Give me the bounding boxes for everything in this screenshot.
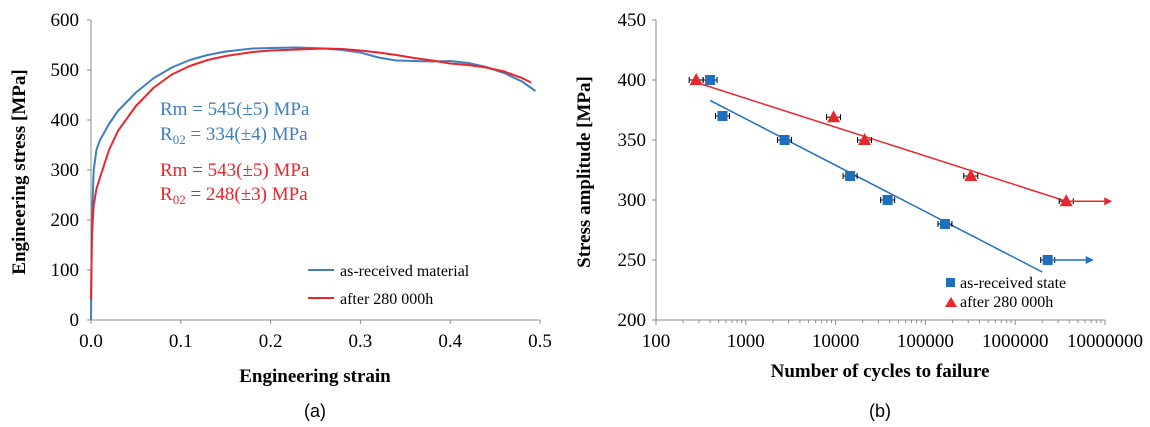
y-tick-label: 400 [51, 110, 80, 131]
data-point-as-received-state [717, 111, 728, 121]
x-tick-label: 0.3 [349, 331, 373, 352]
y-tick-label-b: 400 [618, 70, 647, 91]
y-axis-label: Engineering stress [MPa] [9, 69, 30, 274]
y-tick-label-b: 350 [618, 130, 647, 151]
x-axis-label: Engineering strain [239, 366, 391, 387]
annotation-red-r02-sub: 02 [173, 192, 186, 207]
data-point-as-received-state [779, 135, 790, 145]
legend-marker-after-280000h [945, 297, 957, 307]
x-tick-label: 0.1 [169, 331, 193, 352]
trendline-after-280000h [695, 81, 1067, 202]
x-tick-label-b: 10000000 [1067, 331, 1143, 352]
legend-a: as-received material after 280 000h [308, 263, 470, 308]
series-line-after-280000h [90, 47, 532, 301]
x-tick-label-b: 1000000 [982, 331, 1049, 352]
runout-arrowhead-as-received-state [1085, 256, 1094, 264]
annotation-blue-r02-sub: 02 [173, 132, 186, 147]
data-point-after-280000h [858, 133, 872, 145]
trendline-as-received-state [709, 99, 1043, 273]
annotation-red-r02-main: R [160, 184, 173, 205]
panel-a-stress-strain-chart: 0 100 200 300 400 500 600 0.0 0.1 0.2 0.3 0.4 0.5 E… [9, 10, 552, 421]
data-point-as-received-state [845, 171, 856, 181]
x-tick-label-b: 100 [642, 331, 671, 352]
data-point-as-received-state [882, 195, 893, 205]
x-tick-label: 0.4 [438, 331, 462, 352]
y-tick-label: 300 [51, 160, 80, 181]
y-tick-label: 600 [51, 10, 80, 31]
series-line-as-received-material [90, 46, 537, 321]
data-point-as-received-state [705, 75, 716, 85]
legend-label-as-received-material: as-received material [340, 263, 470, 280]
data-point-after-280000h [689, 73, 703, 85]
legend-label-as-received-state: as-received state [960, 275, 1066, 292]
y-tick-label-b: 250 [618, 250, 647, 271]
legend-label-after-280000h-b: after 280 000h [960, 294, 1053, 311]
annotation-red-r02-rest: = 248(±3) MPa [186, 184, 309, 205]
y-tick-label: 500 [51, 60, 80, 81]
y-tick-label: 200 [51, 210, 80, 231]
y-tick-label-b: 300 [618, 190, 647, 211]
annotation-blue-r02-rest: = 334(±4) MPa [186, 124, 309, 145]
x-tick-label-b: 10000 [812, 331, 860, 352]
x-tick-label: 0.0 [79, 331, 103, 352]
runout-arrowhead-after-280000h [1104, 197, 1113, 206]
legend-marker-as-received-state [946, 278, 955, 287]
data-point-as-received-state [1042, 255, 1053, 265]
annotation-blue-r02-main: R [160, 124, 173, 145]
panel-b-fatigue-chart: 200 250 300 350 400 450 100 1000 10000 100000 100… [574, 10, 1143, 421]
annotation-red-r02: R02 = 248(±3) MPa [160, 184, 308, 207]
y-tick-label: 100 [51, 260, 80, 281]
x-tick-label-b: 1000 [727, 331, 765, 352]
annotation-red-rm: Rm = 543(±5) MPa [160, 160, 310, 181]
data-point-as-received-state [939, 219, 950, 229]
annotation-blue-rm: Rm = 545(±5) MPa [160, 99, 310, 120]
annotation-blue-r02: R02 = 334(±4) MPa [160, 124, 308, 147]
x-tick-label: 0.2 [259, 331, 283, 352]
data-point-after-280000h [964, 169, 978, 181]
panel-label-a: (a) [304, 401, 326, 421]
legend-label-after-280000h-a: after 280 000h [340, 291, 433, 308]
data-point-after-280000h [1059, 194, 1073, 207]
x-tick-label: 0.5 [528, 331, 552, 352]
x-tick-label-b: 100000 [897, 331, 954, 352]
data-point-after-280000h [827, 110, 841, 123]
panel-label-b: (b) [869, 401, 891, 421]
y-tick-label: 0 [70, 310, 80, 331]
legend-b: as-received state after 280 000h [945, 275, 1066, 311]
x-axis-label-b: Number of cycles to failure [771, 361, 990, 382]
y-axis-label-b: Stress amplitude [MPa] [574, 76, 595, 268]
y-tick-label-b: 200 [618, 310, 647, 331]
y-tick-label-b: 450 [618, 10, 647, 31]
